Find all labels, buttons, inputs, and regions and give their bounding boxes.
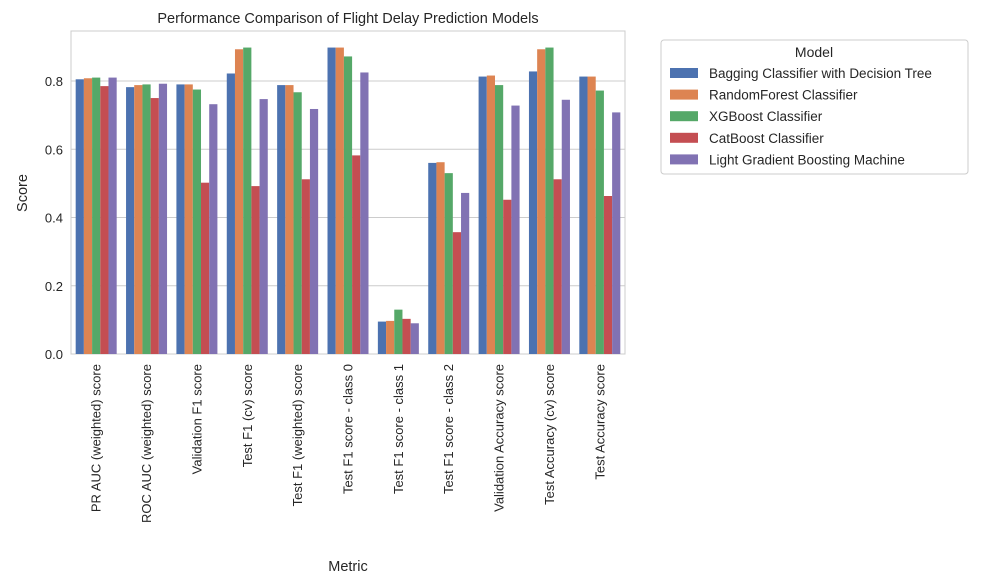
- bar: [309, 108, 319, 354]
- x-tick-label: Test F1 (weighted) score: [290, 364, 305, 506]
- bar: [587, 76, 596, 354]
- bar: [461, 192, 470, 354]
- y-tick-label: 0.8: [45, 74, 63, 89]
- bar: [201, 182, 210, 354]
- bar: [158, 83, 168, 354]
- x-tick-label: Validation Accuracy score: [492, 364, 507, 512]
- bar: [327, 47, 336, 355]
- x-tick-label: Test F1 score - class 2: [441, 364, 456, 494]
- bar: [452, 232, 462, 354]
- legend-items: Bagging Classifier with Decision Tree Ran…: [670, 66, 932, 167]
- bar: [436, 162, 445, 354]
- legend-label: XGBoost Classifier: [709, 109, 823, 124]
- bar: [386, 320, 395, 354]
- bar: [301, 179, 310, 354]
- x-tick-label: Test F1 score - class 1: [391, 364, 406, 494]
- legend-label: Bagging Classifier with Decision Tree: [709, 66, 932, 81]
- bar: [100, 86, 109, 355]
- legend-swatch: [670, 132, 698, 143]
- legend-swatch: [670, 154, 698, 165]
- bar: [277, 85, 286, 354]
- bar: [360, 72, 369, 354]
- bar: [92, 77, 101, 355]
- y-tick-label: 0.6: [45, 142, 63, 157]
- bar: [285, 85, 294, 354]
- bar: [126, 87, 135, 354]
- bar-series: [75, 47, 621, 355]
- bar: [410, 323, 419, 354]
- bar: [553, 179, 562, 354]
- chart-title: Performance Comparison of Flight Delay P…: [157, 11, 538, 27]
- bar: [402, 318, 411, 354]
- bar: [377, 321, 387, 354]
- legend-label: Light Gradient Boosting Machine: [709, 152, 905, 167]
- bar: [595, 90, 604, 355]
- x-tick-label: Test F1 (cv) score: [240, 364, 255, 467]
- y-tick-label: 0.2: [45, 279, 63, 294]
- legend-swatch: [670, 111, 698, 122]
- bar: [352, 155, 361, 354]
- x-tick-label: ROC AUC (weighted) score: [139, 364, 154, 523]
- x-tick-label: Test F1 score - class 0: [341, 364, 356, 494]
- legend-swatch: [670, 68, 698, 78]
- x-tick-label: Test Accuracy (cv) score: [542, 364, 557, 505]
- legend-label: CatBoost Classifier: [709, 131, 824, 146]
- bar: [394, 309, 403, 354]
- bar: [192, 89, 202, 354]
- bar: [293, 92, 302, 354]
- bar: [503, 199, 512, 354]
- plot-area: [70, 30, 626, 355]
- legend-box: [660, 39, 969, 175]
- bar: [209, 104, 218, 354]
- bar: [251, 186, 260, 354]
- bar: [150, 98, 159, 354]
- y-tick-label: 0.0: [45, 347, 63, 362]
- legend-label: RandomForest Classifier: [709, 88, 858, 103]
- bar: [545, 47, 554, 355]
- bar: [259, 99, 268, 355]
- y-tick-label: 0.4: [45, 211, 63, 226]
- bar: [83, 78, 93, 355]
- bar: [528, 71, 538, 354]
- bar: [75, 79, 84, 354]
- bar: [444, 173, 453, 354]
- x-axis-label: Metric: [328, 559, 367, 575]
- bar: [494, 85, 504, 354]
- bar: [478, 76, 487, 354]
- bar: [335, 47, 344, 355]
- bar: [511, 105, 520, 354]
- bar: [612, 112, 621, 355]
- bar: [108, 77, 117, 355]
- bar: [486, 75, 495, 354]
- x-tick-label: Test Accuracy score: [592, 364, 607, 480]
- bar: [234, 49, 244, 355]
- bar: [537, 49, 546, 355]
- y-tick-labels: 0.0 0.2 0.4 0.6 0.8: [45, 74, 63, 362]
- bar: [561, 99, 570, 354]
- x-tick-labels: PR AUC (weighted) score ROC AUC (weighted…: [89, 364, 608, 523]
- x-tick-label: PR AUC (weighted) score: [89, 364, 104, 512]
- bar: [226, 73, 235, 355]
- y-axis-label: Score: [15, 174, 31, 212]
- bar: [142, 84, 151, 354]
- legend-swatch: [670, 89, 698, 100]
- bar: [184, 84, 193, 354]
- bar: [343, 56, 353, 355]
- bar: [176, 84, 185, 354]
- legend: Model Bagging Classifier with Decision T…: [660, 39, 969, 175]
- bar: [243, 47, 252, 355]
- bar: [579, 76, 588, 354]
- bar: [603, 196, 613, 354]
- x-tick-label: Validation F1 score: [189, 364, 204, 474]
- bar: [428, 162, 437, 354]
- legend-title: Model: [795, 44, 833, 60]
- bar: [134, 85, 143, 354]
